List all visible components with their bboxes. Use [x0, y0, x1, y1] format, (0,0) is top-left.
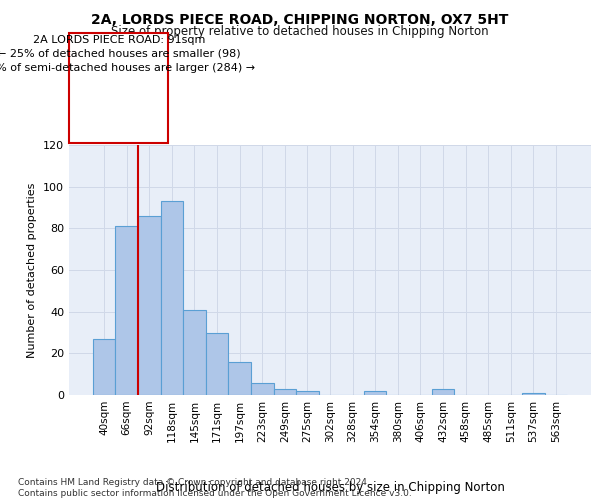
Bar — [93, 339, 115, 395]
Bar — [183, 310, 206, 395]
Bar — [206, 332, 229, 395]
Text: ← 25% of detached houses are smaller (98): ← 25% of detached houses are smaller (98… — [0, 49, 241, 59]
Bar — [138, 216, 161, 395]
Bar — [431, 389, 454, 395]
Text: Contains HM Land Registry data © Crown copyright and database right 2024.
Contai: Contains HM Land Registry data © Crown c… — [18, 478, 412, 498]
Bar — [161, 201, 183, 395]
Text: 73% of semi-detached houses are larger (284) →: 73% of semi-detached houses are larger (… — [0, 63, 255, 73]
Bar — [522, 393, 545, 395]
Bar — [364, 391, 386, 395]
Y-axis label: Number of detached properties: Number of detached properties — [28, 182, 37, 358]
Bar — [251, 382, 274, 395]
Bar — [296, 391, 319, 395]
Bar — [274, 389, 296, 395]
Text: Size of property relative to detached houses in Chipping Norton: Size of property relative to detached ho… — [111, 25, 489, 38]
Bar — [229, 362, 251, 395]
Text: 2A LORDS PIECE ROAD: 91sqm: 2A LORDS PIECE ROAD: 91sqm — [32, 35, 205, 45]
Bar — [115, 226, 138, 395]
Text: 2A, LORDS PIECE ROAD, CHIPPING NORTON, OX7 5HT: 2A, LORDS PIECE ROAD, CHIPPING NORTON, O… — [91, 12, 509, 26]
X-axis label: Distribution of detached houses by size in Chipping Norton: Distribution of detached houses by size … — [155, 481, 505, 494]
